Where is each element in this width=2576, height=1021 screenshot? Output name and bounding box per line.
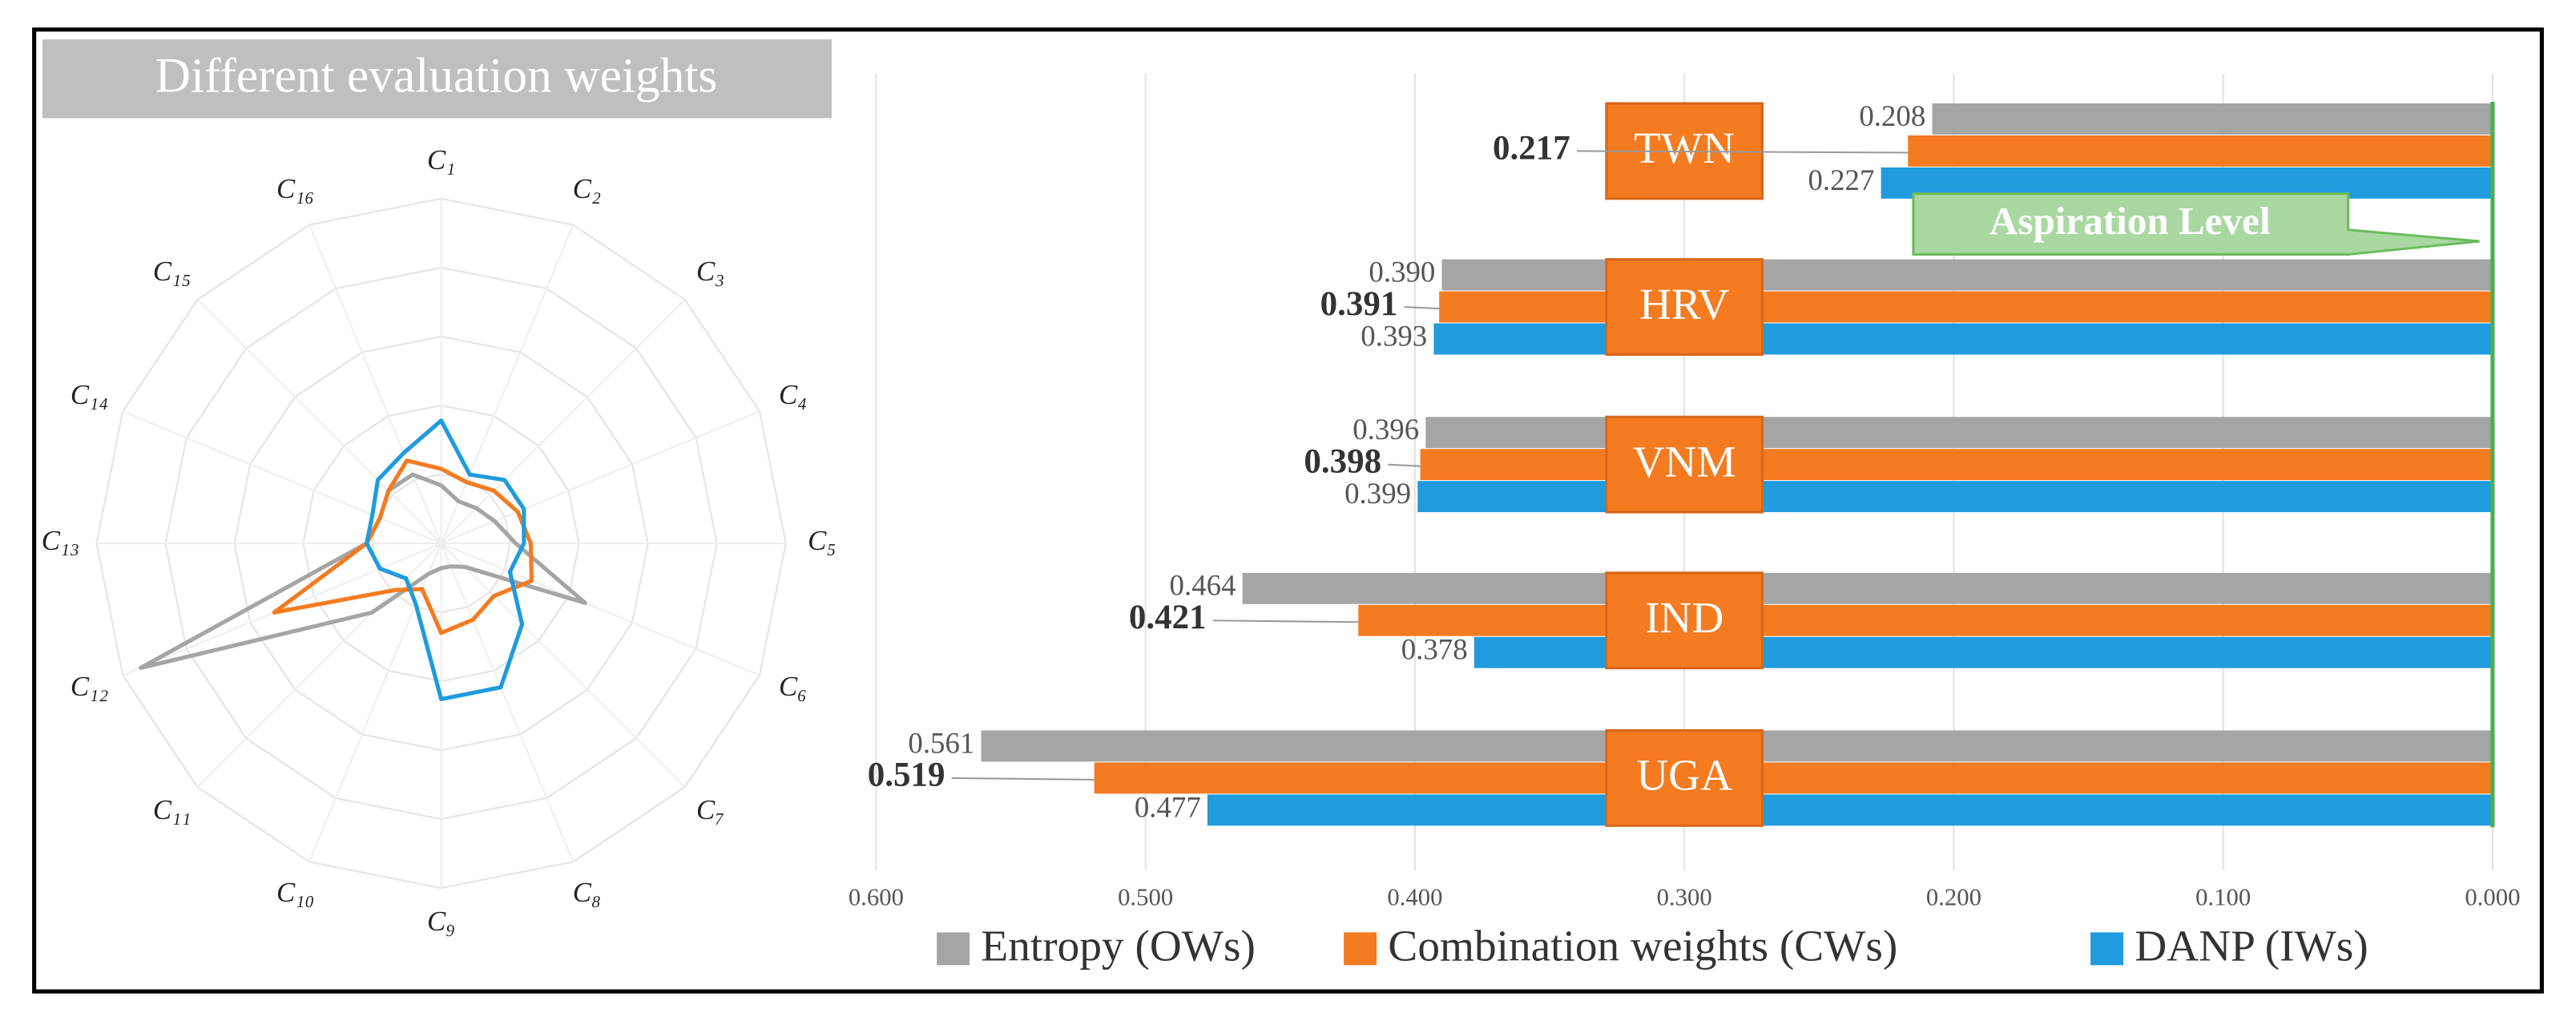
axis-label: C₁₀ xyxy=(276,877,314,908)
spoke xyxy=(308,224,442,544)
legend-swatch xyxy=(2090,932,2124,966)
value-label: 0.393 xyxy=(1361,319,1427,352)
category-box xyxy=(1605,415,1764,514)
category-box xyxy=(1605,571,1764,670)
axis-label: C₈ xyxy=(573,877,601,908)
legend-swatch xyxy=(937,932,970,966)
bar xyxy=(1207,794,2493,826)
category-box xyxy=(1605,258,1764,356)
radar-line xyxy=(365,418,526,701)
category-label: IND xyxy=(1645,593,1723,642)
value-label-bold: 0.398 xyxy=(1304,443,1381,481)
leader-line xyxy=(951,777,1094,781)
axis-label: C₃ xyxy=(696,256,724,287)
x-tick-label: 0.500 xyxy=(1118,883,1173,910)
spoke xyxy=(122,410,442,544)
legend-label: Entropy (OWs) xyxy=(981,922,1255,971)
leader-line xyxy=(1576,150,1909,154)
axis-label: C₆ xyxy=(779,671,807,702)
legend-swatch xyxy=(1344,932,1377,966)
value-label: 0.464 xyxy=(1170,569,1236,602)
axis-label: C₁₃ xyxy=(42,525,79,556)
axis-label: C₄ xyxy=(779,379,807,410)
category-label: VNM xyxy=(1633,437,1736,486)
spoke xyxy=(440,543,686,788)
category-box xyxy=(1605,728,1764,827)
bar xyxy=(1094,762,2493,794)
category-label: TWN xyxy=(1634,123,1735,172)
x-tick-label: 0.600 xyxy=(849,883,904,910)
legend-label: DANP (IWs) xyxy=(2135,922,2368,971)
spoke xyxy=(441,543,760,676)
annotation-box xyxy=(1912,192,2480,256)
spoke xyxy=(440,224,574,544)
value-label: 0.399 xyxy=(1344,477,1411,510)
leader-line xyxy=(1388,463,1421,467)
value-label: 0.378 xyxy=(1401,633,1468,666)
value-label: 0.396 xyxy=(1353,413,1419,446)
x-tick-label: 0.000 xyxy=(2465,883,2520,910)
axis-label: C₇ xyxy=(696,794,724,825)
value-label-bold: 0.519 xyxy=(868,757,945,794)
spoke xyxy=(196,543,442,788)
x-tick-label: 0.200 xyxy=(1926,883,1981,910)
value-label: 0.477 xyxy=(1135,790,1201,823)
category-label: HRV xyxy=(1639,280,1729,329)
spoke xyxy=(440,543,574,862)
title-box xyxy=(42,39,832,119)
value-label: 0.208 xyxy=(1859,99,1925,132)
bar xyxy=(1441,259,2493,291)
bar xyxy=(1932,103,2493,135)
x-tick-label: 0.400 xyxy=(1387,883,1442,910)
axis-label: C₉ xyxy=(427,906,455,937)
axis-label: C₅ xyxy=(808,525,836,556)
value-label-bold: 0.421 xyxy=(1129,599,1207,636)
legend-label: Combination weights (CWs) xyxy=(1388,922,1897,971)
bar xyxy=(1433,323,2493,355)
bar xyxy=(1242,572,2493,604)
spoke xyxy=(308,543,442,862)
bar xyxy=(1358,604,2493,636)
value-label-bold: 0.391 xyxy=(1320,285,1398,323)
bar xyxy=(1908,135,2493,167)
bar xyxy=(1425,417,2493,449)
spoke xyxy=(196,299,442,544)
leader-line xyxy=(1212,619,1359,623)
bar xyxy=(1439,291,2493,323)
axis-label: C₁₅ xyxy=(153,256,191,287)
category-label: UGA xyxy=(1636,751,1732,800)
axis-label: C₁₄ xyxy=(71,379,108,410)
x-tick-label: 0.100 xyxy=(2195,883,2251,910)
chart-title: Different evaluation weights xyxy=(155,48,718,103)
x-tick-label: 0.300 xyxy=(1657,883,1712,910)
axis-label: C₁₂ xyxy=(71,671,108,702)
value-label: 0.390 xyxy=(1369,256,1435,289)
spoke xyxy=(440,299,686,544)
leader-line xyxy=(1404,305,1440,310)
axis-label: C₁₁ xyxy=(153,794,191,825)
annotation: Aspiration Level xyxy=(1989,199,2271,243)
axis-label: C₂ xyxy=(573,173,601,204)
value-label-bold: 0.217 xyxy=(1493,129,1570,167)
value-label: 0.561 xyxy=(908,726,974,759)
axis-label: C₁ xyxy=(427,144,455,176)
axis-label: C₁₆ xyxy=(276,173,314,204)
radar-line xyxy=(272,458,534,636)
bar xyxy=(1420,449,2493,481)
value-label: 0.227 xyxy=(1808,163,1874,196)
bar xyxy=(1417,481,2493,513)
